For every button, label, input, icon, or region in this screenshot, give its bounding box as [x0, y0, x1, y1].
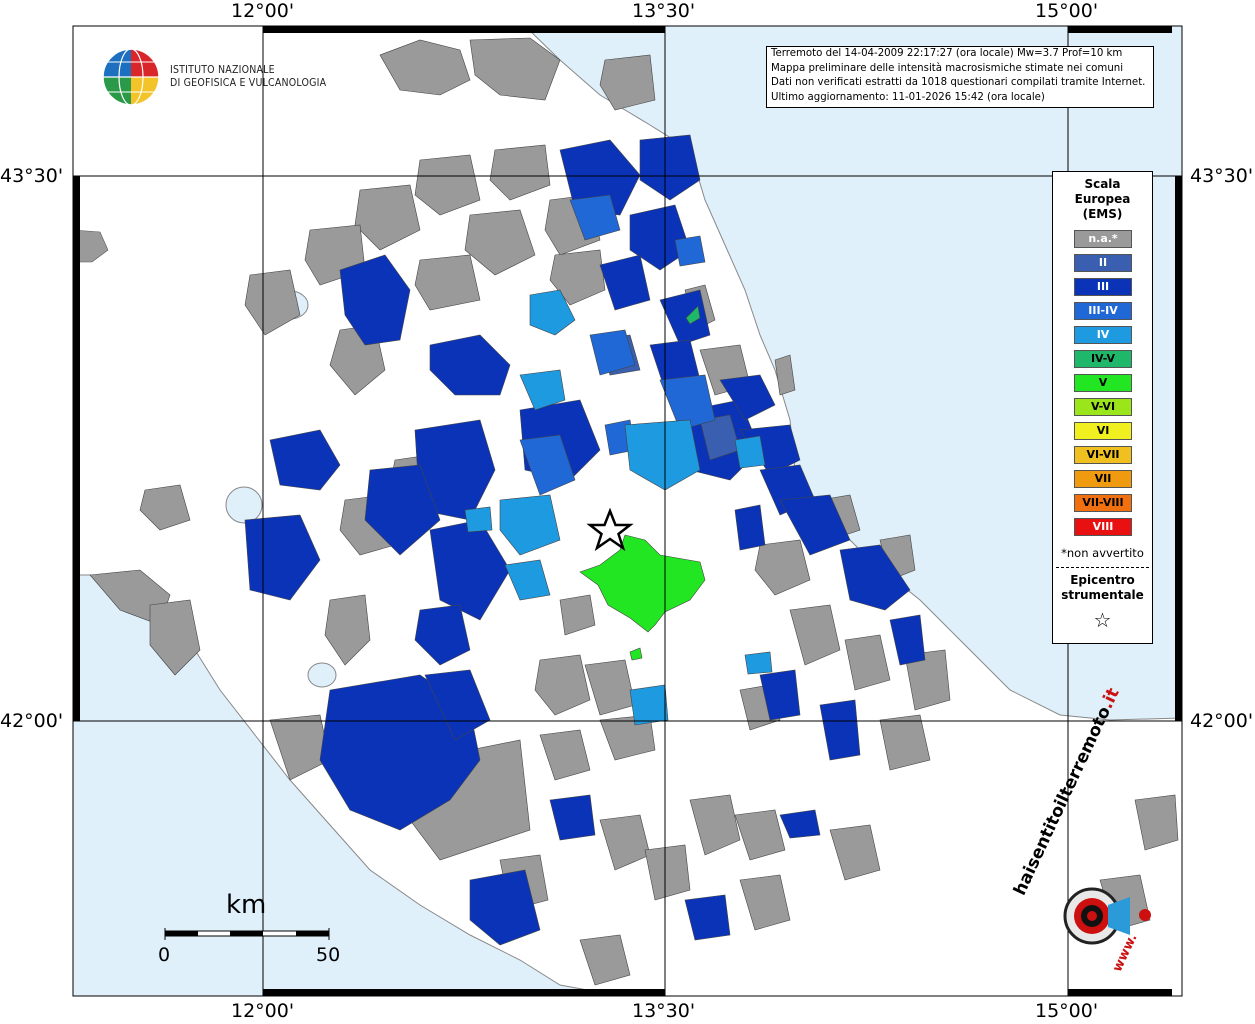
legend-swatch: III-IV	[1074, 302, 1132, 320]
lon-label-bottom-3: 15°00'	[1035, 1000, 1099, 1022]
legend-swatch: n.a.*	[1074, 230, 1132, 248]
lon-label-top-3: 15°00'	[1035, 0, 1099, 22]
ingv-logo-icon	[102, 48, 160, 106]
info-line4: Ultimo aggiornamento: 11-01-2026 15:42 (…	[771, 91, 1045, 103]
lake-bolsena	[225, 486, 263, 524]
municipalities-iv	[464, 289, 773, 726]
legend-swatch: VI-VII	[1074, 446, 1132, 464]
legend-swatch: III	[1074, 278, 1132, 296]
lon-label-bottom-2: 13°30'	[632, 1000, 696, 1022]
legend-star-icon: ☆	[1093, 608, 1112, 632]
lon-label-top-1: 12°00'	[231, 0, 295, 22]
legend-swatch: VII-VIII	[1074, 494, 1132, 512]
lon-label-bottom-1: 12°00'	[231, 1000, 295, 1022]
legend-swatch: VIII	[1074, 518, 1132, 536]
info-line3: Dati non verificati estratti da 1018 que…	[771, 77, 1146, 89]
legend-title-1: Scala	[1084, 177, 1121, 191]
legend-epicentre-1: Epicentro	[1070, 573, 1135, 587]
lat-label-left-1: 43°30'	[0, 165, 64, 187]
legend-swatch: V-VI	[1074, 398, 1132, 416]
municipality-iv-v	[685, 305, 701, 325]
lat-label-right-2: 42°00'	[1190, 710, 1254, 732]
legend-note: *non avvertito	[1061, 546, 1144, 560]
scale-unit: km	[226, 890, 267, 920]
lat-label-right-1: 43°30'	[1190, 165, 1254, 187]
legend-title-3: (EMS)	[1082, 207, 1123, 221]
legend-swatch: VI	[1074, 422, 1132, 440]
legend-title-2: Europea	[1074, 192, 1131, 206]
haisentito-badge-icon	[1063, 887, 1151, 945]
legend-swatch: II	[1074, 254, 1132, 272]
municipalities-iii	[244, 134, 926, 946]
municipalities-iii-iv	[519, 194, 716, 496]
legend-epicentre-2: strumentale	[1061, 588, 1144, 602]
event-info-box: Terremoto del 14-04-2009 22:17:27 (ora l…	[766, 46, 1154, 108]
legend-swatch: IV	[1074, 326, 1132, 344]
scale-max: 50	[316, 944, 341, 966]
epicentre-star	[586, 507, 634, 552]
municipalities	[89, 37, 1179, 986]
legend-swatch: IV-V	[1074, 350, 1132, 368]
legend-swatch: V	[1074, 374, 1132, 392]
legend-box: Scala Europea (EMS) n.a.* II III III-IV IV IV…	[1052, 171, 1153, 644]
info-line2: Mappa preliminare delle intensità macros…	[771, 62, 1124, 74]
info-line1: Terremoto del 14-04-2009 22:17:27 (ora l…	[771, 48, 1123, 59]
scale-bar	[164, 928, 330, 940]
logo-line1: ISTITUTO NAZIONALE	[170, 64, 275, 76]
lon-label-top-2: 13°30'	[632, 0, 696, 22]
scale-min: 0	[158, 944, 171, 966]
ingv-logo-text: ISTITUTO NAZIONALE DI GEOFISICA E VULCAN…	[170, 64, 326, 90]
legend-divider	[1056, 567, 1149, 568]
lake-bracciano	[307, 662, 337, 688]
map-frame	[73, 26, 1182, 996]
logo-line2: DI GEOFISICA E VULCANOLOGIA	[170, 77, 327, 89]
municipality-v-small	[629, 647, 643, 661]
lat-label-left-2: 42°00'	[0, 710, 64, 732]
legend-swatch: VII	[1074, 470, 1132, 488]
